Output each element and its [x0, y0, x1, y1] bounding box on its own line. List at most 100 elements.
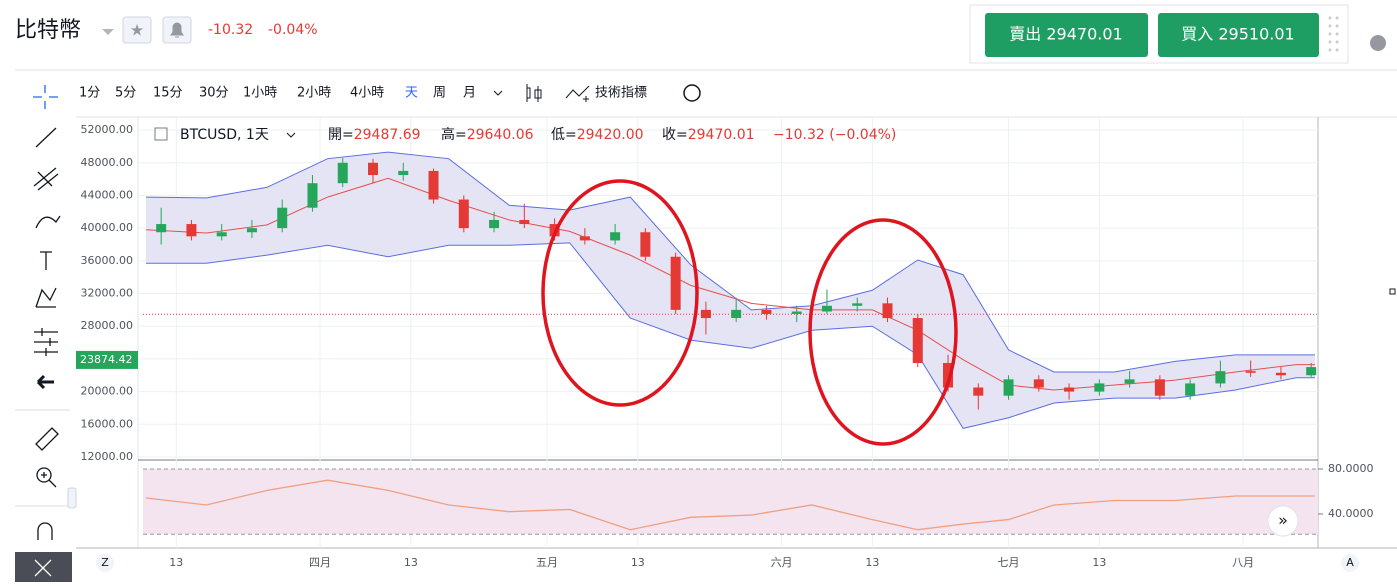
collapse-handle[interactable]: [67, 487, 77, 509]
legend-value: −10.32 (−0.04%): [773, 127, 896, 143]
candle-body: [882, 303, 893, 319]
sell-button[interactable]: [985, 13, 1148, 57]
buy-button[interactable]: [1158, 13, 1319, 57]
candle-body: [791, 311, 802, 314]
legend-label: 低=: [551, 127, 577, 143]
candle-body: [1003, 379, 1014, 396]
y-tick-label: 48000.00: [81, 156, 134, 169]
candle-body: [1064, 387, 1075, 392]
handle: [1389, 288, 1396, 295]
candle-body: [610, 232, 621, 241]
symbol: BTCUSD, 1天: [180, 127, 269, 143]
interval[interactable]: 月: [463, 86, 476, 101]
y-tick-label: 32000.00: [81, 287, 134, 300]
buy-label: 買入 29510.01: [1181, 25, 1294, 44]
interval[interactable]: 5分: [115, 86, 136, 101]
change-pct: -0.04%: [268, 22, 318, 38]
scroll-button[interactable]: [1267, 505, 1299, 537]
candle-body: [489, 219, 500, 229]
legend-value: 29640.06: [467, 127, 534, 143]
legend-entry: −10.32 (−0.04%): [773, 127, 896, 143]
zoom-button[interactable]: [96, 554, 114, 572]
auto-button[interactable]: [1341, 554, 1359, 572]
last-price-marker: [76, 350, 138, 369]
legend-value: 29470.01: [688, 127, 755, 143]
legend-label: 收=: [662, 127, 688, 143]
y2-tick-label: 80.0000: [1328, 462, 1374, 475]
candle-body: [943, 362, 954, 388]
x-tick-label: 八月: [1232, 556, 1254, 569]
legend-toggle[interactable]: [154, 127, 168, 141]
legend-entry: 開=29487.69: [328, 127, 421, 143]
candle-body: [398, 170, 409, 176]
candle-body: [156, 224, 167, 233]
zoom-label: Z: [101, 556, 109, 569]
interval[interactable]: 1分: [79, 86, 100, 101]
candle-body: [973, 387, 984, 396]
x-tick-label: 13: [631, 556, 645, 569]
candle-body: [761, 309, 772, 314]
legend-label: 開=: [328, 127, 354, 143]
legend-entry: 收=29470.01: [662, 127, 755, 143]
dropdown[interactable]: [102, 29, 114, 35]
candle-body: [307, 183, 318, 208]
candle-body: [1033, 379, 1044, 388]
y-tick-label: 36000.00: [81, 254, 134, 267]
y-tick-label: 28000.00: [81, 319, 134, 332]
rsi-line: [145, 479, 1315, 531]
interval[interactable]: 1小時: [243, 86, 277, 101]
annotation-circle: [808, 218, 958, 446]
legend-label: 高=: [441, 126, 467, 143]
candle-body: [821, 305, 832, 312]
candle-body: [1124, 379, 1135, 384]
settings-icon[interactable]: [683, 84, 701, 102]
interval[interactable]: 4小時: [350, 86, 384, 101]
last-price-label: 23874.42: [80, 353, 133, 366]
y-tick-label: 44000.00: [81, 188, 134, 201]
candle-body: [1275, 372, 1286, 376]
rsi-band: [143, 468, 1318, 535]
indicator-icon[interactable]: [565, 85, 590, 102]
candle-body: [1154, 379, 1165, 396]
info-icon[interactable]: [1370, 35, 1386, 51]
candle-body: [852, 303, 863, 306]
interval[interactable]: 天: [405, 86, 418, 101]
change: -10.32: [208, 22, 253, 38]
candle-body: [1094, 383, 1105, 392]
interval[interactable]: 30分: [199, 86, 229, 101]
indicators[interactable]: 技術指標: [595, 86, 647, 101]
x-tick-label: 13: [865, 556, 879, 569]
x-tick-label: 13: [169, 556, 183, 569]
bell-icon: [170, 22, 184, 38]
x-tick-label: 六月: [771, 556, 793, 569]
candle-body: [1185, 383, 1196, 396]
chart-type-icon[interactable]: [526, 84, 542, 102]
legend-value: 29487.69: [354, 127, 421, 143]
candle-body: [912, 318, 923, 363]
interval[interactable]: 15分: [153, 86, 183, 101]
drawing-tools: [15, 85, 72, 582]
x-tick-label: 13: [1092, 556, 1106, 569]
legend-entry: 低=29420.00: [551, 127, 644, 143]
annotation-circle: [541, 179, 699, 407]
candle-body: [246, 228, 257, 233]
candle-body: [640, 232, 651, 257]
y-tick-label: 12000.00: [81, 450, 134, 463]
grip: [1328, 16, 1339, 52]
sell-label: 賣出 29470.01: [1009, 25, 1122, 44]
candle-body: [1306, 367, 1317, 376]
auto-label: A: [1346, 556, 1354, 569]
candle-body: [186, 224, 197, 237]
x-tick-label: 13: [404, 556, 418, 569]
scroll-icon: »: [1278, 511, 1288, 530]
star-button[interactable]: [122, 16, 152, 44]
x-tick-label: 四月: [309, 556, 331, 569]
band-middle: [145, 177, 1315, 391]
y2-tick-label: 40.0000: [1328, 507, 1374, 520]
interval[interactable]: 2小時: [297, 86, 331, 101]
interval[interactable]: 周: [433, 86, 446, 101]
band-upper: [146, 151, 1315, 373]
band-fill: [146, 152, 1315, 429]
candle-body: [368, 162, 379, 176]
